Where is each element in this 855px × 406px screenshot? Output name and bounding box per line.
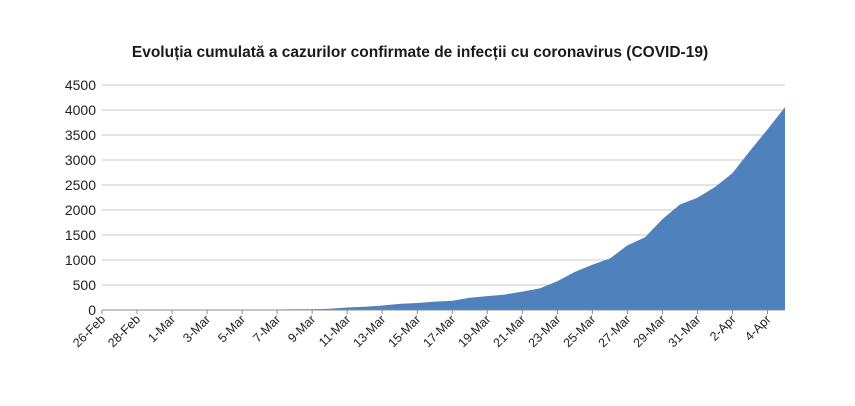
x-tick-label: 17-Mar <box>420 312 458 350</box>
axes <box>101 309 785 314</box>
y-tick-label: 4500 <box>65 77 96 93</box>
y-tick-label: 500 <box>73 277 97 293</box>
x-tick-label: 3-Mar <box>180 312 213 345</box>
y-axis-tick-labels: 0 500 1000 1500 2000 2500 3000 3500 4000 4500 <box>65 77 96 318</box>
x-tick-label: 11-Mar <box>316 312 353 349</box>
x-tick-label: 15-Mar <box>385 312 423 350</box>
x-tick-label: 2-Apr <box>707 312 739 344</box>
y-tick-label: 3500 <box>65 127 96 143</box>
x-tick-label: 21-Mar <box>491 312 529 350</box>
x-tick-label: 29-Mar <box>631 312 669 350</box>
y-tick-label: 4000 <box>65 102 96 118</box>
x-tick-label: 7-Mar <box>250 312 283 345</box>
y-tick-label: 1000 <box>65 252 96 268</box>
y-tick-label: 2000 <box>65 202 96 218</box>
x-tick-label: 27-Mar <box>596 312 634 350</box>
x-tick-label: 23-Mar <box>526 312 564 350</box>
x-tick-label: 4-Apr <box>742 312 774 344</box>
x-tick-label: 5-Mar <box>215 312 248 345</box>
x-tick-label: 25-Mar <box>561 312 599 350</box>
x-tick-label: 28-Feb <box>105 312 143 350</box>
plot-area <box>102 107 785 311</box>
chart-title: Evoluția cumulată a cazurilor confirmate… <box>131 44 709 61</box>
y-tick-label: 2500 <box>65 177 96 193</box>
x-tick-label: 1-Mar <box>145 312 178 345</box>
x-tick-label: 31-Mar <box>666 312 704 350</box>
y-tick-label: 3000 <box>65 152 96 168</box>
area-series <box>102 107 785 311</box>
y-tick-label: 0 <box>88 302 96 318</box>
x-tick-label: 9-Mar <box>285 312 318 345</box>
x-tick-label: 13-Mar <box>350 312 388 350</box>
x-tick-label: 19-Mar <box>456 312 494 350</box>
y-tick-label: 1500 <box>65 227 96 243</box>
